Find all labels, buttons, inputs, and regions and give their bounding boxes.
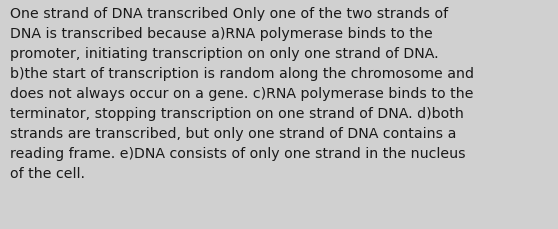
Text: One strand of DNA transcribed Only one of the two strands of
DNA is transcribed : One strand of DNA transcribed Only one o… (10, 7, 474, 180)
